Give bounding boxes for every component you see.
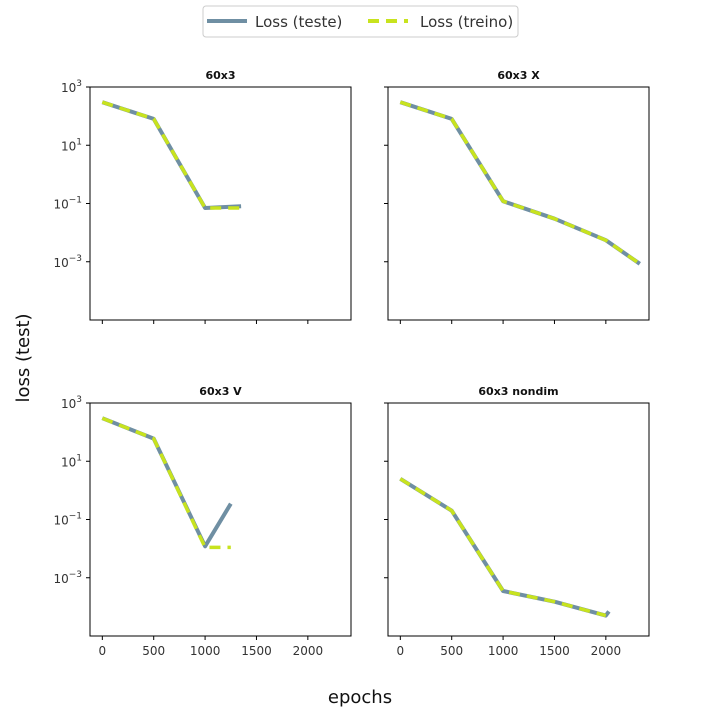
panel-60x3-v: 60x3 V 0 500 1000 1500 2000 103 101 10−1 10−3 <box>53 385 352 658</box>
series-group <box>399 477 611 618</box>
panel-60x3: 60x3 103 101 10−1 10−3 <box>53 69 352 324</box>
panel-title: 60x3 X <box>497 69 540 82</box>
y-tick-label: 101 <box>61 137 82 153</box>
figure-ylabel: loss (test) <box>13 313 34 402</box>
y-tick-label: 101 <box>61 453 82 469</box>
panel-title: 60x3 <box>205 69 235 82</box>
legend: Loss (teste) Loss (treino) <box>202 5 519 38</box>
panel-title: 60x3 nondim <box>478 385 558 398</box>
panels: 60x3 103 101 10−1 10−3 60x3 X 60x3 V 0 500 1000 15… <box>53 69 650 658</box>
legend-frame <box>202 5 519 38</box>
axes-frame <box>387 86 650 321</box>
series-line-teste <box>101 416 233 549</box>
y-tick-label: 10−3 <box>53 254 82 270</box>
series-group <box>399 100 641 266</box>
series-line-teste <box>101 100 242 210</box>
y-tick-label: 103 <box>61 395 82 411</box>
x-tick-label: 500 <box>440 644 463 658</box>
axes-frame <box>89 86 352 321</box>
series-line-treino <box>399 100 641 266</box>
x-tick-label: 0 <box>397 644 405 658</box>
series-group <box>101 416 233 550</box>
x-tick-label: 1500 <box>241 644 272 658</box>
series-group <box>101 100 242 210</box>
legend-label-treino: Loss (treino) <box>420 13 513 31</box>
panel-60x3-x: 60x3 X <box>384 69 650 324</box>
x-tick-label: 1000 <box>488 644 519 658</box>
series-line-treino <box>101 416 231 550</box>
x-tick-label: 1500 <box>539 644 570 658</box>
y-tick-label: 10−3 <box>53 570 82 586</box>
figure-xlabel: epochs <box>328 687 392 708</box>
legend-label-teste: Loss (teste) <box>255 13 342 31</box>
y-tick-label: 10−1 <box>53 196 82 212</box>
axes-frame <box>387 402 650 637</box>
y-tick-label: 103 <box>61 79 82 95</box>
y-tick-label: 10−1 <box>53 512 82 528</box>
x-tick-label: 500 <box>142 644 165 658</box>
series-line-treino <box>399 477 607 618</box>
series-line-treino <box>101 100 242 210</box>
panel-60x3-nondim: 60x3 nondim 0 500 1000 1500 2000 <box>384 385 650 658</box>
x-tick-label: 2000 <box>591 644 622 658</box>
x-tick-label: 2000 <box>293 644 324 658</box>
x-tick-label: 0 <box>99 644 107 658</box>
x-tick-label: 1000 <box>190 644 221 658</box>
panel-title: 60x3 V <box>199 385 242 398</box>
